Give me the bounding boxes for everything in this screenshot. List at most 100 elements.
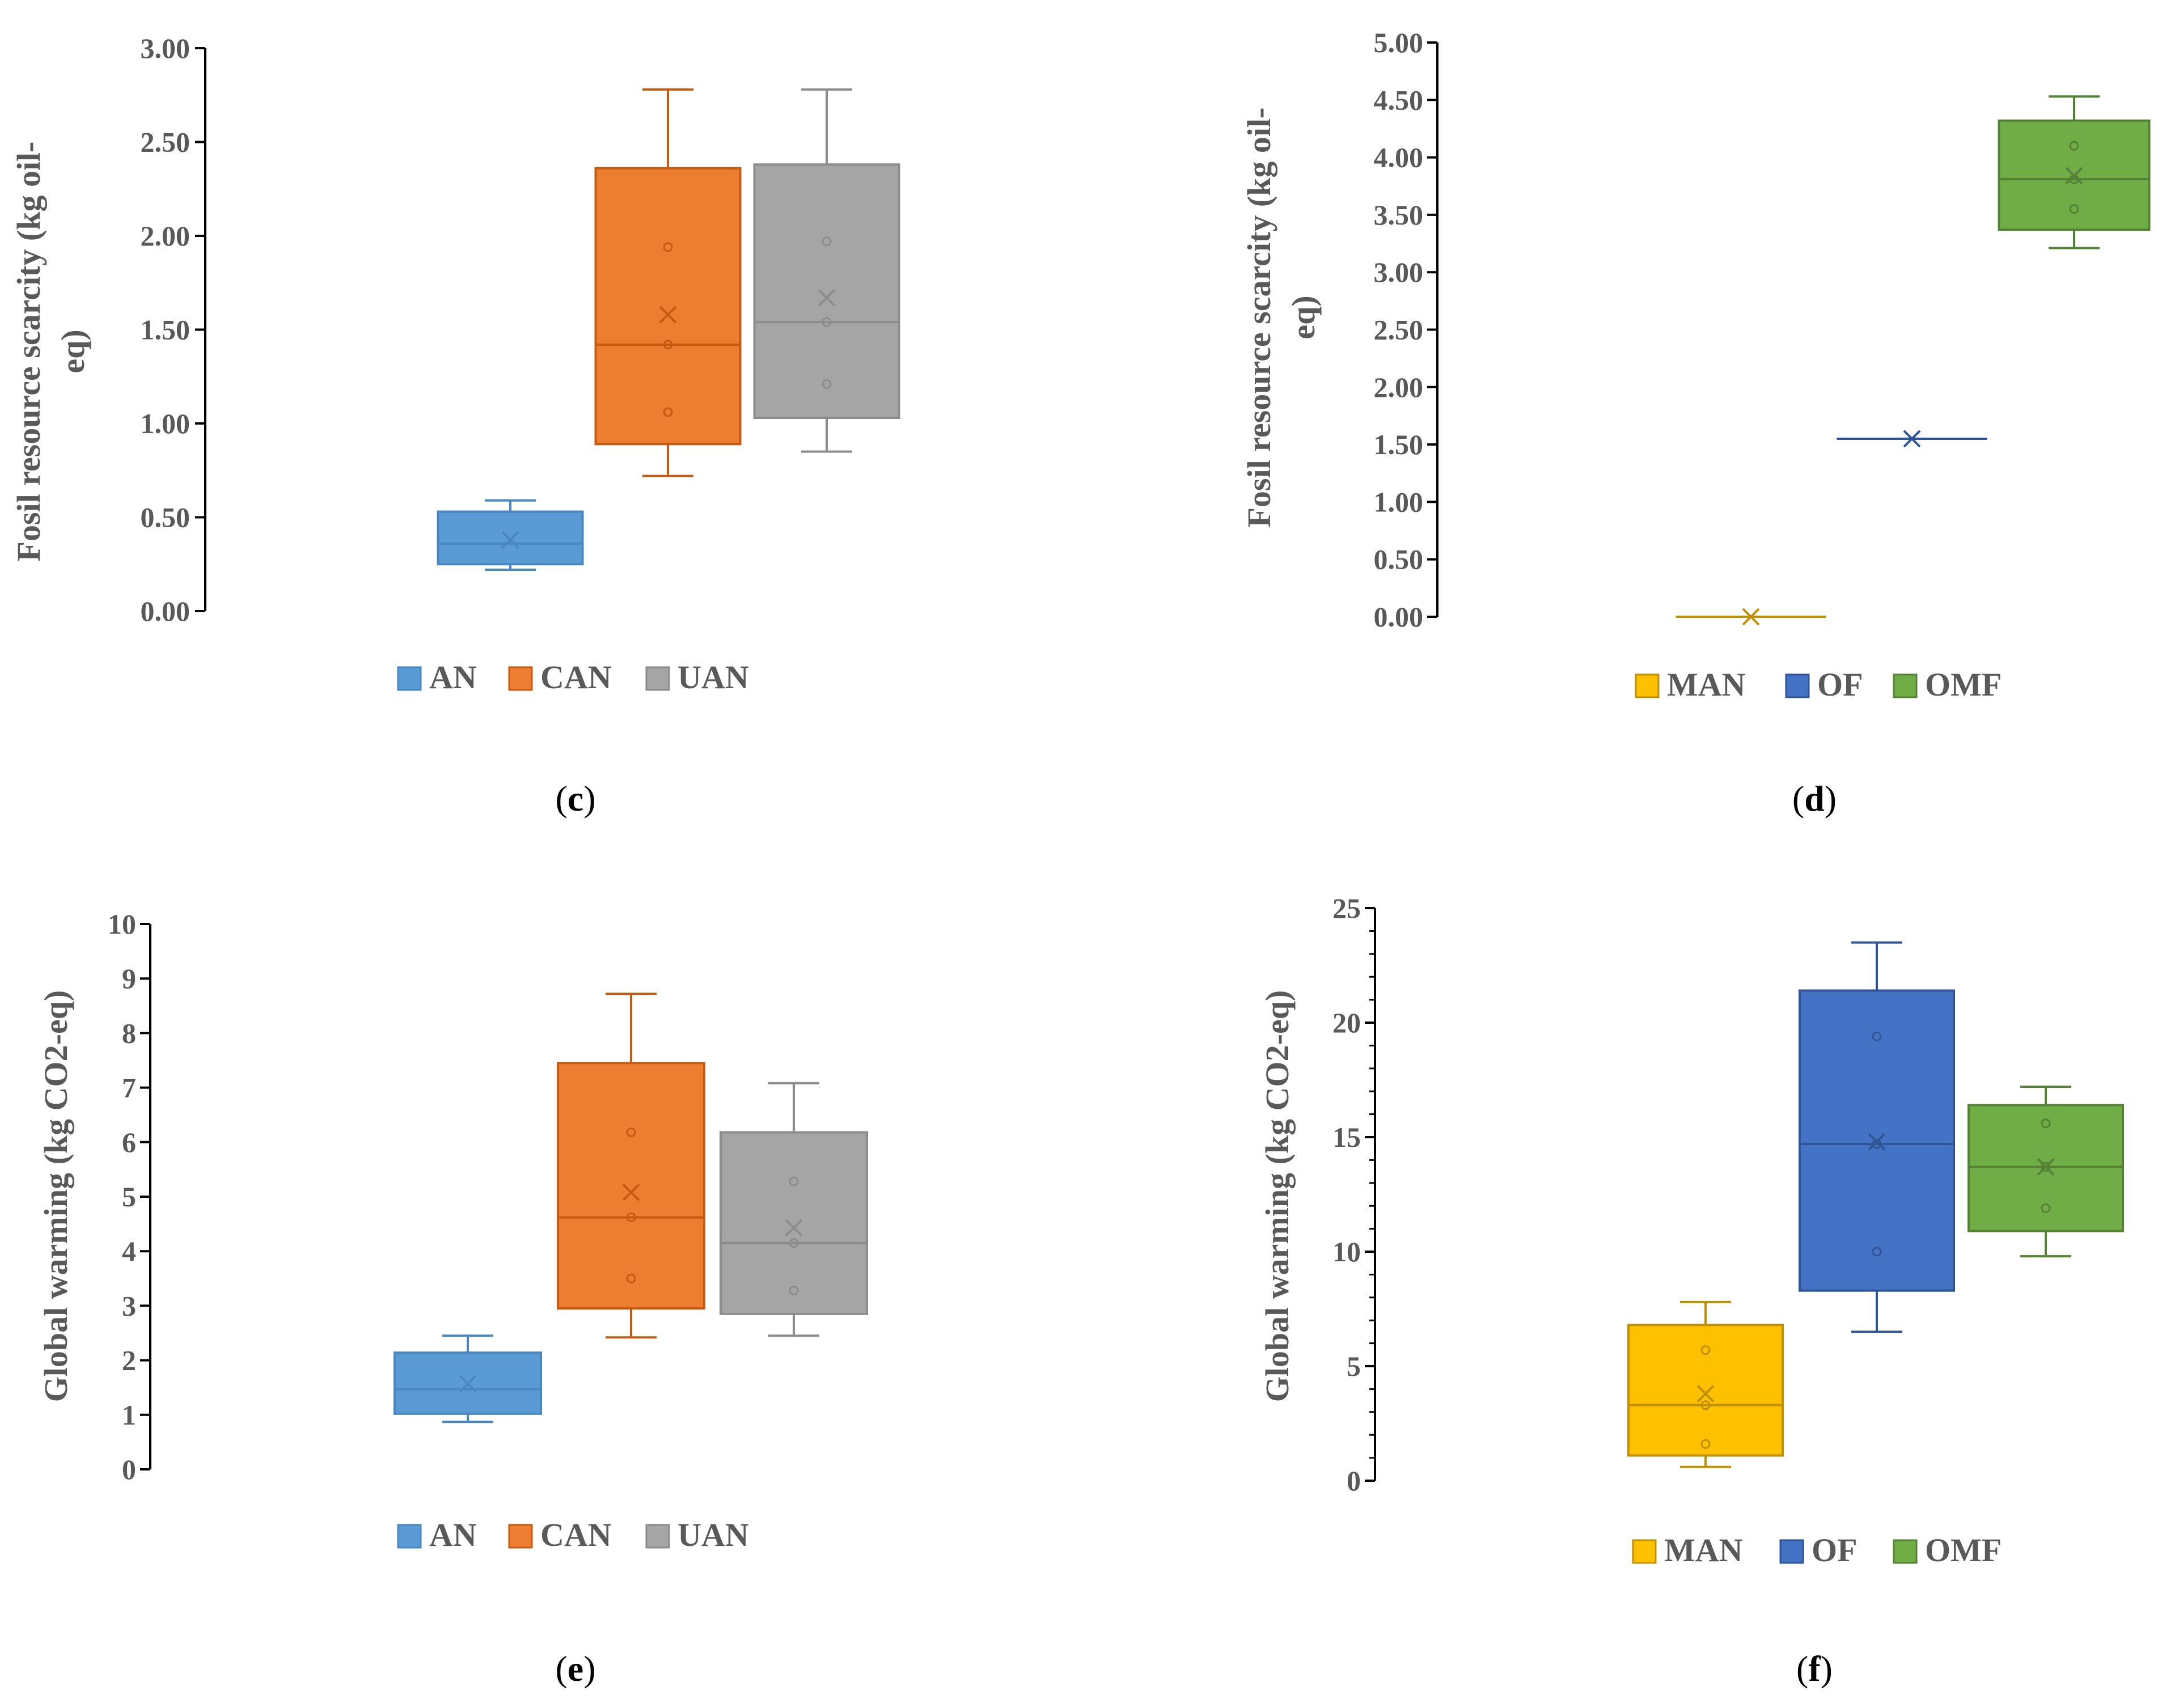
mean-marker: [1742, 608, 1760, 626]
legend-swatch-omf: [1893, 673, 1918, 698]
box-an: [394, 1334, 542, 1423]
y-axis-label: eq): [54, 329, 91, 373]
box-omf: [1998, 95, 2151, 249]
data-point: [1700, 1345, 1711, 1355]
data-point: [1872, 1139, 1882, 1149]
y-tick-label: 15: [1332, 1121, 1361, 1153]
panel-letter: e: [568, 1648, 583, 1689]
y-tick-label: 0.00: [141, 595, 191, 627]
y-tick-label: 2.50: [1374, 314, 1424, 346]
y-tick-label: 1.50: [1374, 429, 1424, 460]
y-tick-label: 10: [108, 908, 136, 940]
y-tick-label: 4.50: [1374, 84, 1424, 116]
y-axis-label: Global warming (kg CO2-eq): [1259, 990, 1296, 1402]
y-tick-label: 2.50: [141, 126, 191, 158]
box-of: [1837, 430, 1987, 448]
legend: AN CAN UAN: [397, 659, 749, 696]
y-tick-label: 1: [122, 1399, 136, 1431]
y-tick-label: 9: [122, 963, 136, 994]
legend-swatch-can: [508, 666, 533, 691]
panel-letter: c: [568, 778, 583, 819]
data-point: [822, 317, 832, 327]
y-axis-label: Fosil resource scarcity (kg oil-: [10, 142, 47, 562]
legend-label: AN: [429, 1516, 477, 1553]
chart-panel-e: 0 1 2 3 4 5 6 7 8 9 10 Global warming (kg CO2-eq) AN…: [37, 908, 868, 1689]
y-tick-label: 2.00: [1374, 371, 1424, 403]
y-tick-label: 0: [1347, 1465, 1361, 1497]
y-tick-label: 1.00: [141, 408, 191, 439]
chart-panel-f: 0 5 10 15 20 25 Global warming (kg CO2-eq) MAN O…: [1259, 892, 2124, 1689]
y-tick-label: 0.50: [1374, 544, 1424, 575]
box-body: [753, 163, 900, 419]
y-tick-label: 25: [1332, 892, 1361, 924]
y-tick-label: 4.00: [1374, 142, 1424, 173]
y-tick-label: 0.00: [1374, 601, 1424, 633]
legend-swatch-of: [1785, 673, 1810, 698]
mean-marker: [785, 1219, 803, 1237]
data-point: [1700, 1400, 1711, 1410]
box-body: [720, 1131, 868, 1315]
data-point: [1872, 1247, 1882, 1257]
legend-label: MAN: [1664, 1532, 1743, 1569]
y-tick-label: 8: [122, 1017, 136, 1049]
box-can: [594, 88, 742, 477]
legend-label: UAN: [678, 659, 749, 696]
box-body: [594, 167, 742, 446]
box-of: [1799, 941, 1955, 1333]
y-axis-label: eq): [1285, 295, 1322, 339]
y-tick-label: 20: [1332, 1007, 1361, 1039]
box-an: [437, 499, 584, 571]
box-man: [1627, 1300, 1784, 1468]
mean-marker: [2037, 1158, 2055, 1176]
legend: MAN OF OMF: [1632, 1532, 2002, 1569]
panel-label: (e): [555, 1648, 595, 1689]
legend-label: OMF: [1925, 666, 2002, 703]
y-tick-label: 3: [122, 1290, 136, 1321]
legend: AN CAN UAN: [397, 1516, 749, 1553]
legend-label: OF: [1817, 666, 1863, 703]
mean-marker: [459, 1375, 477, 1393]
legend-label: MAN: [1667, 666, 1746, 703]
chart-panel-d: 0.00 0.50 1.00 1.50 2.00 2.50 3.00 3.50 4.00 4.50…: [1241, 27, 2151, 819]
data-point: [822, 379, 832, 389]
box-body: [1968, 1104, 2124, 1232]
chart-panel-c: 0.00 0.50 1.00 1.50 2.00 2.50 3.00 Fosil resour…: [10, 32, 900, 819]
legend-swatch-can: [508, 1524, 533, 1549]
panel-label: (d): [1792, 778, 1837, 819]
legend-swatch-uan: [645, 1524, 670, 1549]
y-tick-label: 5.00: [1374, 27, 1424, 58]
y-tick-label: 5: [122, 1181, 136, 1213]
mean-marker: [1868, 1133, 1886, 1151]
legend-swatch-of: [1779, 1539, 1804, 1564]
box-body: [437, 510, 584, 566]
box-uan: [753, 88, 900, 453]
data-point: [789, 1176, 799, 1186]
y-tick-label: 2: [122, 1345, 136, 1376]
data-point: [626, 1213, 636, 1223]
mean-marker: [659, 306, 677, 324]
data-point: [663, 407, 673, 417]
data-point: [2069, 141, 2079, 151]
y-tick-label: 3.00: [1374, 256, 1424, 288]
legend-label: OF: [1812, 1532, 1858, 1569]
legend-swatch-man: [1635, 673, 1660, 698]
y-tick-label: 10: [1332, 1236, 1361, 1268]
y-axis-label: Fosil resource scarcity (kg oil-: [1241, 108, 1277, 528]
mean-marker: [501, 531, 519, 549]
y-tick-label: 0: [122, 1453, 136, 1485]
mean-marker: [622, 1183, 640, 1201]
y-tick-label: 5: [1347, 1350, 1361, 1382]
box-man: [1676, 608, 1826, 626]
data-point: [2041, 1162, 2051, 1172]
box-can: [557, 993, 705, 1339]
data-point: [822, 236, 832, 247]
legend-label: UAN: [678, 1516, 749, 1553]
box-uan: [720, 1082, 868, 1337]
legend-label: CAN: [540, 659, 612, 696]
legend-label: CAN: [540, 1516, 612, 1553]
y-tick-label: 0.50: [141, 502, 191, 533]
data-point: [626, 1127, 636, 1137]
legend-swatch-omf: [1893, 1539, 1918, 1564]
legend: MAN OF OMF: [1635, 666, 2002, 703]
mean-marker: [2065, 167, 2083, 185]
